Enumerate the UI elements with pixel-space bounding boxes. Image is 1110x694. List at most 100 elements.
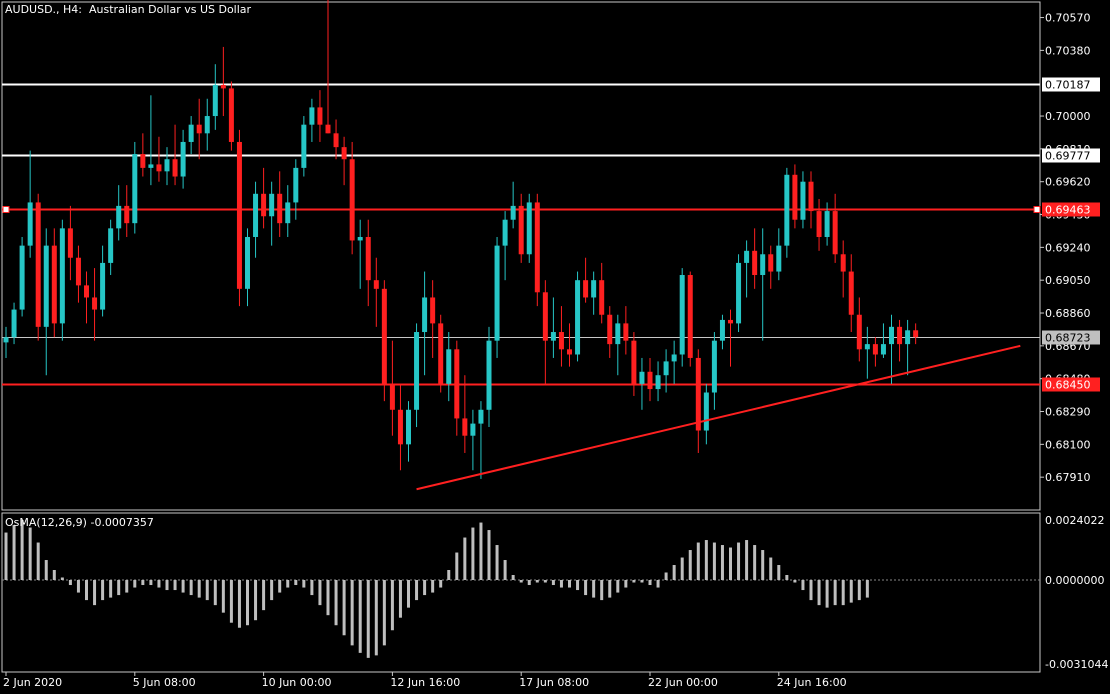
candle-body xyxy=(639,371,645,384)
candle-body xyxy=(325,124,331,134)
price-tick-label: 0.69620 xyxy=(1045,176,1091,189)
candle-body xyxy=(905,330,911,345)
candle-body xyxy=(703,392,709,431)
candle-body xyxy=(663,361,669,376)
candle-body xyxy=(518,205,524,255)
candle-body xyxy=(824,211,830,237)
candle-body xyxy=(309,107,315,125)
osma-panel-frame xyxy=(1,512,1041,673)
candle-body xyxy=(293,167,299,203)
candle-body xyxy=(19,245,25,310)
level-label-resistance_red: 0.69463 xyxy=(1045,204,1091,217)
time-tick-label: 12 Jun 16:00 xyxy=(390,676,460,689)
candle-body xyxy=(792,174,798,220)
candle-body xyxy=(671,354,677,362)
candle-body xyxy=(913,330,919,338)
trendline xyxy=(416,344,1021,491)
candle-body xyxy=(124,205,130,224)
level-label-box-resistance_red xyxy=(1042,202,1100,217)
candle-body xyxy=(156,164,162,172)
candle-body xyxy=(840,254,846,272)
candle-body xyxy=(228,88,234,142)
price-tick-label: 0.70000 xyxy=(1045,110,1091,123)
candle-body xyxy=(631,340,637,384)
candle-body xyxy=(494,245,500,341)
candle-body xyxy=(317,107,323,125)
candle-body xyxy=(414,332,420,410)
candle-body xyxy=(59,228,65,324)
candle-body xyxy=(204,116,210,134)
candle-body xyxy=(212,84,218,117)
candle-body xyxy=(856,314,862,350)
candle-body xyxy=(744,250,750,263)
candle-body xyxy=(236,141,242,289)
candle-body xyxy=(301,124,307,168)
candle-body xyxy=(502,219,508,246)
candle-body xyxy=(261,193,267,217)
price-tick-label: 0.69240 xyxy=(1045,241,1091,254)
time-tick-label: 17 Jun 08:00 xyxy=(519,676,589,689)
level-label-box-support_red xyxy=(1042,377,1100,392)
candle-body xyxy=(365,236,371,281)
candle-body xyxy=(269,193,275,217)
candle-body xyxy=(880,344,886,355)
level-label-mid_white: 0.69777 xyxy=(1045,150,1091,163)
candle-body xyxy=(542,292,548,341)
candle-body xyxy=(768,254,774,272)
osma-scale-label: 0.0024022 xyxy=(1045,514,1105,527)
candle-body xyxy=(381,288,387,384)
price-tick-label: 0.67910 xyxy=(1045,471,1091,484)
candle-body xyxy=(35,202,41,327)
candle-body xyxy=(478,409,484,424)
candle-body xyxy=(11,309,17,338)
time-tick-label: 5 Jun 08:00 xyxy=(133,676,196,689)
price-tick-label: 0.68290 xyxy=(1045,406,1091,419)
candle-body xyxy=(567,349,572,355)
candle-body xyxy=(108,228,114,263)
candle-body xyxy=(897,326,903,345)
candle-body xyxy=(558,332,564,350)
candle-body xyxy=(808,181,814,212)
candle-body xyxy=(84,285,89,298)
time-tick-label: 24 Jun 16:00 xyxy=(777,676,847,689)
candle-body xyxy=(623,323,629,341)
level-label-box-mid_white xyxy=(1042,148,1100,163)
candle-body xyxy=(550,332,556,341)
chart-title: AUDUSD., H4: Australian Dollar vs US Dol… xyxy=(5,3,252,16)
candle-body xyxy=(728,319,733,324)
candle-body xyxy=(43,245,49,327)
candle-body xyxy=(196,124,202,134)
level-label-box-current_price xyxy=(1042,330,1100,345)
candle-body xyxy=(599,280,605,315)
candle-body xyxy=(752,250,758,276)
candle-body xyxy=(470,423,476,436)
candle-body xyxy=(784,174,790,246)
osma-title: OsMA(12,26,9) -0.0007357 xyxy=(5,516,154,529)
candle-body xyxy=(736,262,742,324)
candle-body xyxy=(116,205,122,229)
candle-body xyxy=(695,357,701,431)
price-tick-label: 0.70380 xyxy=(1045,44,1091,57)
price-tick-label: 0.70570 xyxy=(1045,12,1091,25)
candle-body xyxy=(341,147,347,160)
candle-body xyxy=(655,375,661,390)
price-tick-label: 0.68100 xyxy=(1045,438,1091,451)
level-handle-left xyxy=(2,206,10,213)
candle-body xyxy=(462,418,468,436)
level-handle-right xyxy=(1033,206,1041,213)
candle-body xyxy=(100,262,106,310)
candle-body xyxy=(647,371,653,390)
time-tick-label: 22 Jun 00:00 xyxy=(648,676,718,689)
time-tick-label: 10 Jun 00:00 xyxy=(262,676,332,689)
candle-body xyxy=(277,193,283,224)
candle-body xyxy=(591,280,597,298)
candle-body xyxy=(3,337,9,343)
candle-body xyxy=(333,133,339,148)
candle-body xyxy=(454,349,460,419)
candle-body xyxy=(575,280,581,355)
osma-scale-label: 0.0000000 xyxy=(1045,574,1105,587)
candle-body xyxy=(92,297,98,310)
candle-body xyxy=(422,297,428,333)
candle-body xyxy=(349,159,355,241)
